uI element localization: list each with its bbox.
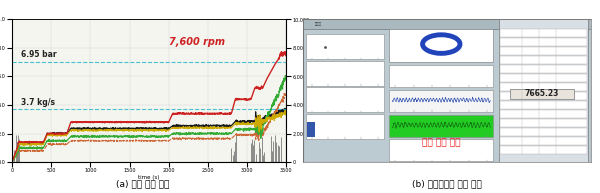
주펌프 회전수: [135, 120, 142, 123]
주펌프 질량 유량: [75, 127, 82, 130]
Bar: [500, 56, 587, 64]
Text: 3.7 kg/s: 3.7 kg/s: [22, 98, 55, 107]
Text: 6.95 bar: 6.95 bar: [22, 50, 57, 59]
Line: 주펌프 질량 유량: 주펌프 질량 유량: [12, 108, 286, 162]
Bar: [500, 29, 587, 37]
Bar: [303, 19, 591, 29]
Text: (a) 펌프 성능 곡선: (a) 펌프 성능 곡선: [116, 179, 169, 188]
주펌프 질량 유량: [152, 127, 160, 129]
구동라인 차압: [8, 161, 16, 163]
주펌프 차압: [75, 140, 82, 143]
주펌프 차압: [8, 161, 16, 163]
주펌프 질량 유량: [103, 127, 110, 129]
Text: 7,600 rpm: 7,600 rpm: [169, 37, 224, 47]
구동라인 차압: [103, 135, 110, 137]
Bar: [389, 90, 493, 112]
구동라인 차압: [282, 74, 289, 76]
Bar: [389, 65, 493, 87]
Bar: [307, 122, 314, 137]
Bar: [500, 92, 587, 100]
Bar: [389, 29, 493, 62]
주펌프 회전수: [278, 51, 285, 53]
구동라인 질량 유량: [283, 114, 290, 116]
주펌프 차압: [152, 140, 160, 142]
주펌프 회전수: [231, 101, 238, 103]
주펌프 회전수: [8, 161, 16, 163]
Bar: [306, 113, 383, 139]
주펌프 회전수: [75, 121, 82, 123]
Line: 구동라인 질량 유량: 구동라인 질량 유량: [12, 111, 286, 162]
구동라인 질량 유량: [75, 129, 82, 132]
Bar: [500, 128, 587, 136]
Bar: [500, 146, 587, 154]
구동라인 질량 유량: [278, 112, 286, 115]
주펌프 차압: [231, 135, 238, 137]
Bar: [306, 61, 383, 86]
주펌프 질량 유량: [231, 121, 238, 124]
X-axis label: time (s): time (s): [139, 175, 160, 180]
Bar: [500, 65, 587, 73]
주펌프 차압: [135, 139, 142, 142]
Bar: [306, 87, 383, 112]
Bar: [500, 119, 587, 127]
구동라인 차압: [135, 135, 142, 138]
주펌프 차압: [283, 92, 290, 94]
Bar: [500, 101, 587, 109]
주펌프 회전수: [283, 52, 290, 55]
주펌프 질량 유량: [135, 128, 142, 130]
Bar: [306, 34, 383, 59]
주펌프 질량 유량: [281, 107, 289, 110]
Line: 구동라인 차압: 구동라인 차압: [12, 75, 286, 162]
Text: (b) 자기베어링 제어 화면: (b) 자기베어링 제어 화면: [412, 179, 482, 188]
구동라인 질량 유량: [103, 129, 110, 132]
구동라인 차압: [75, 136, 82, 138]
Bar: [500, 137, 587, 145]
구동라인 차압: [278, 84, 286, 86]
주펌프 질량 유량: [283, 108, 290, 111]
주펌프 회전수: [152, 121, 160, 123]
Bar: [500, 74, 587, 82]
Text: 주펌프: 주펌프: [314, 22, 322, 26]
Text: 7665.23: 7665.23: [525, 89, 559, 98]
Text: 제어 전류 포화: 제어 전류 포화: [422, 138, 461, 147]
구동라인 차압: [231, 129, 238, 131]
Y-axis label: 회전속도 (RPM): 회전속도 (RPM): [313, 77, 317, 104]
구동라인 질량 유량: [231, 123, 238, 126]
Bar: [500, 47, 587, 55]
Bar: [500, 38, 587, 46]
Line: 주펌프 차압: 주펌프 차압: [12, 93, 286, 162]
Bar: [389, 115, 493, 137]
Bar: [500, 110, 587, 118]
주펌프 차압: [103, 140, 110, 142]
Bar: [511, 89, 574, 99]
구동라인 질량 유량: [135, 130, 142, 132]
주펌프 차압: [278, 99, 286, 102]
구동라인 질량 유량: [152, 130, 160, 132]
Bar: [499, 19, 588, 162]
구동라인 차압: [152, 136, 160, 139]
Bar: [389, 139, 493, 161]
구동라인 차압: [283, 78, 290, 80]
Bar: [500, 83, 587, 91]
구동라인 질량 유량: [8, 161, 16, 163]
구동라인 질량 유량: [282, 109, 289, 112]
주펌프 회전수: [103, 121, 110, 123]
주펌프 회전수: [278, 52, 286, 54]
주펌프 질량 유량: [278, 109, 286, 111]
Line: 주펌프 회전수: 주펌프 회전수: [12, 52, 286, 162]
주펌프 질량 유량: [8, 161, 16, 163]
